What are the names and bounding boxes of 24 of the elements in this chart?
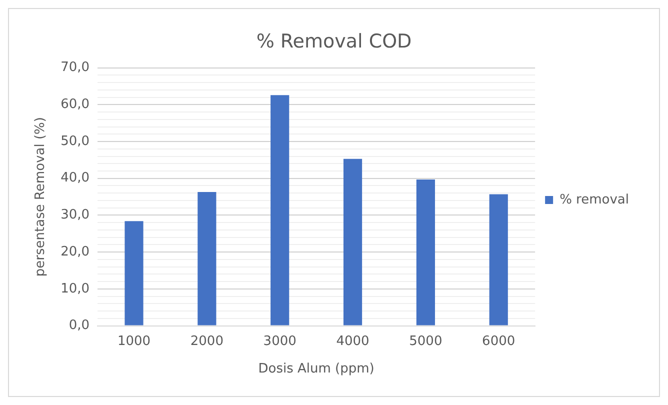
y-tick-label: 30,0 bbox=[60, 208, 90, 223]
y-tick-label: 70,0 bbox=[60, 60, 90, 76]
legend-label: % removal bbox=[560, 192, 630, 208]
bar bbox=[489, 194, 508, 326]
x-tick-label: 6000 bbox=[482, 334, 516, 349]
y-axis-title: persentase Removal (%) bbox=[33, 117, 48, 277]
y-tick-label: 20,0 bbox=[60, 244, 90, 260]
x-tick-label: 5000 bbox=[409, 334, 442, 349]
bar bbox=[416, 179, 435, 326]
bar bbox=[343, 158, 362, 326]
x-tick-label: 1000 bbox=[117, 334, 151, 349]
x-axis-title: Dosis Alum (ppm) bbox=[258, 362, 374, 377]
y-tick-label: 60,0 bbox=[60, 97, 90, 112]
y-tick-label: 0,0 bbox=[68, 318, 90, 334]
bar bbox=[270, 95, 290, 326]
y-tick-label: 50,0 bbox=[60, 134, 90, 149]
bar bbox=[124, 221, 144, 326]
y-tick-label: 40,0 bbox=[60, 170, 90, 186]
x-tick-label: 2000 bbox=[190, 334, 224, 349]
bar bbox=[198, 192, 216, 326]
chart-title: % Removal COD bbox=[256, 30, 412, 52]
y-tick-label: 10,0 bbox=[60, 281, 90, 296]
x-tick-label: 3000 bbox=[263, 334, 296, 349]
x-tick-label: 4000 bbox=[336, 334, 370, 349]
